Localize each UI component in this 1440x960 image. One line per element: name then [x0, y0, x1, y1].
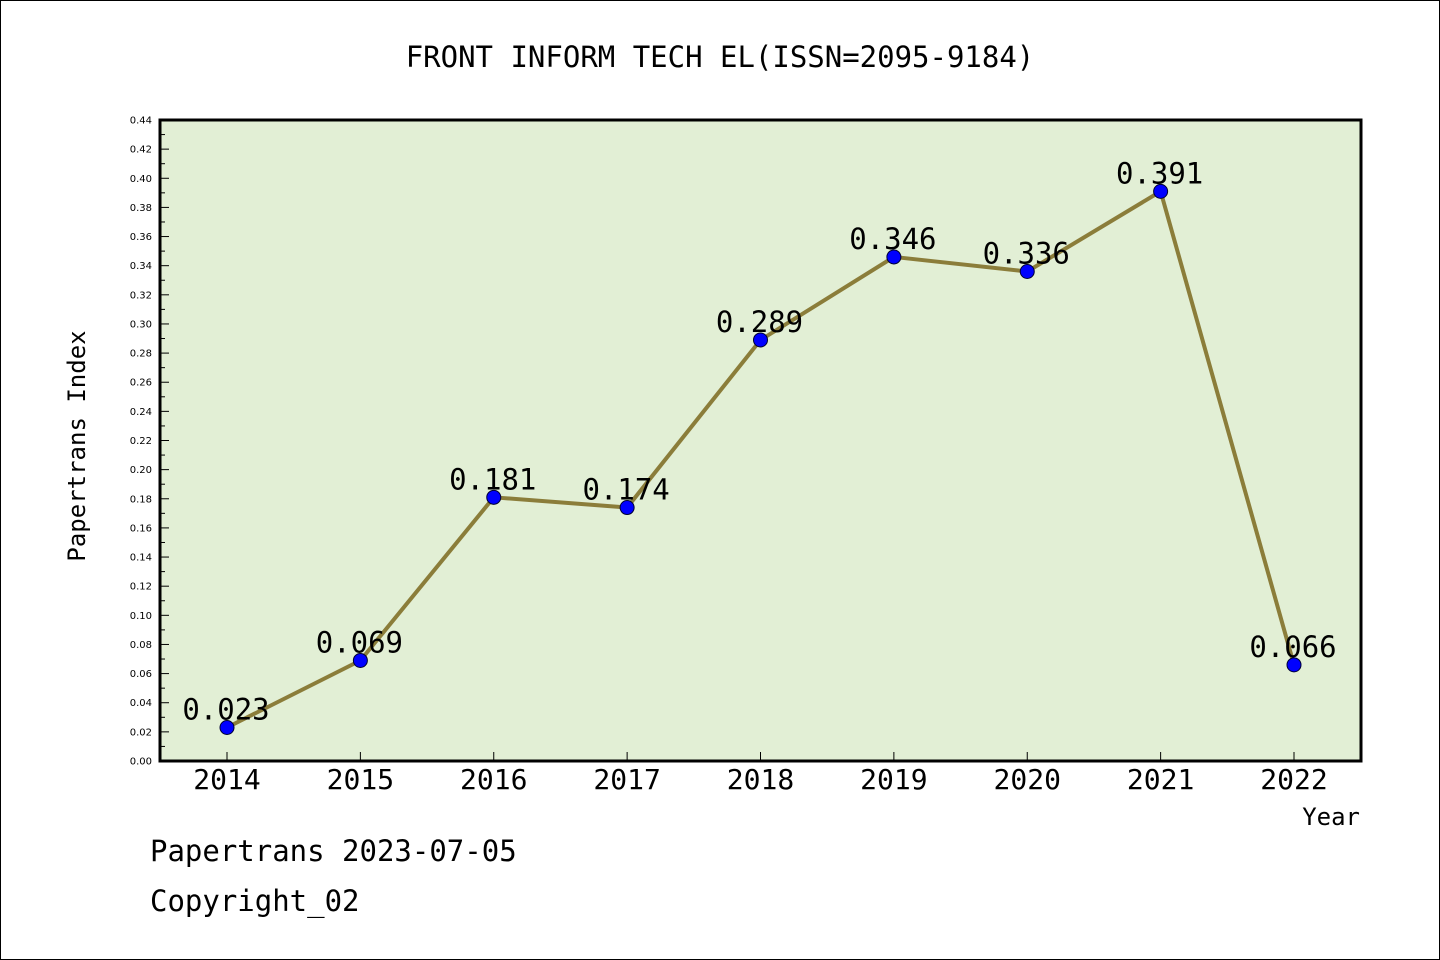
data-label: 0.023 — [182, 692, 269, 726]
chart-title: FRONT INFORM TECH EL(ISSN=2095-9184) — [406, 40, 1035, 74]
x-tick-label: 2020 — [994, 763, 1061, 796]
y-tick-label: 0.26 — [130, 378, 152, 389]
y-tick-label: 0.32 — [130, 290, 152, 301]
y-tick-label: 0.42 — [130, 145, 152, 156]
data-point — [352, 652, 368, 668]
footer-date: Papertrans 2023-07-05 — [150, 834, 517, 868]
data-label: 0.066 — [1249, 630, 1336, 664]
x-tick-label: 2022 — [1260, 763, 1327, 796]
y-tick-label: 0.10 — [130, 611, 152, 622]
data-point — [1019, 264, 1035, 280]
x-axis-label: Year — [1302, 803, 1360, 831]
plot-area — [158, 118, 1363, 763]
x-tick-label: 2017 — [593, 763, 660, 796]
data-label: 0.181 — [449, 462, 536, 496]
data-point — [219, 719, 235, 735]
x-axis: 2014 2015 2016 2017 2018 2019 2020 2021 2022 — [193, 752, 1328, 796]
y-tick-label: 0.40 — [130, 174, 152, 185]
y-tick-label: 0.36 — [130, 232, 152, 243]
data-point — [619, 500, 635, 516]
x-tick-label: 2021 — [1127, 763, 1194, 796]
data-point — [1286, 657, 1302, 673]
y-tick-label: 0.24 — [130, 407, 152, 418]
y-tick-label: 0.30 — [130, 319, 152, 330]
data-label: 0.174 — [582, 473, 669, 507]
x-tick-label: 2014 — [193, 763, 260, 796]
y-tick-label: 0.16 — [130, 523, 152, 534]
x-tick-label: 2018 — [727, 763, 794, 796]
y-tick-label: 0.34 — [130, 261, 152, 272]
x-tick-label: 2015 — [327, 763, 394, 796]
footer-copyright: Copyright_02 — [150, 884, 360, 918]
y-tick-label: 0.02 — [130, 727, 152, 738]
y-tick-label: 0.04 — [130, 698, 152, 709]
y-tick-label: 0.28 — [130, 349, 152, 360]
data-label: 0.289 — [716, 305, 803, 339]
y-tick-label: 0.44 — [130, 116, 152, 127]
data-point — [753, 332, 768, 348]
data-point — [886, 249, 902, 265]
y-tick-label: 0.38 — [130, 203, 152, 214]
y-tick-label: 0.12 — [130, 582, 152, 593]
x-tick-label: 2019 — [860, 763, 927, 796]
y-tick-label: 0.22 — [130, 436, 152, 447]
y-tick-label: 0.18 — [130, 494, 152, 505]
data-point — [1153, 183, 1169, 199]
data-label: 0.391 — [1116, 156, 1203, 190]
y-tick-label: 0.06 — [130, 669, 152, 680]
x-tick-label: 2016 — [460, 763, 527, 796]
data-label: 0.069 — [316, 625, 403, 659]
y-tick-label: 0.14 — [130, 553, 152, 564]
y-axis-label: Papertrans Index — [63, 330, 91, 561]
data-point — [486, 489, 502, 505]
data-label: 0.346 — [849, 222, 936, 256]
y-axis: 0.00 0.02 0.04 0.06 0.08 0.10 0.12 0.14 0.16 0.18… — [130, 116, 169, 768]
series — [219, 183, 1302, 735]
data-labels: 0.023 0.069 0.181 0.174 0.289 0.346 0.336 0.391… — [182, 156, 1336, 726]
y-tick-label: 0.00 — [130, 757, 152, 768]
y-tick-label: 0.08 — [130, 640, 152, 651]
data-label: 0.336 — [983, 237, 1070, 271]
y-tick-label: 0.20 — [130, 465, 152, 476]
